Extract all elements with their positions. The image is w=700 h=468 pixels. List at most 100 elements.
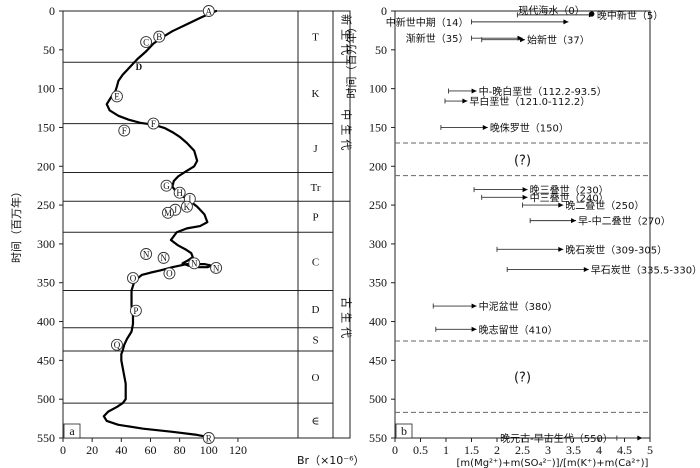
panel-b-chart: 0 50 100 150 200 250 300 350 400 450 500 550 0 0.5 1 1.… — [344, 4, 700, 468]
era-label: 新生代 — [340, 14, 354, 59]
sample-label: Q — [114, 340, 121, 350]
x-tick-label-a: 100 — [200, 443, 218, 457]
sample-label: N — [191, 259, 198, 269]
interval-label: 中-晚白垩世（112.2-93.5） — [479, 85, 607, 98]
sample-label: K — [184, 202, 191, 212]
sample-marker — [157, 251, 170, 264]
period-label: T — [312, 32, 319, 44]
interval-arrowhead — [558, 246, 564, 252]
panel-tag-box-a — [63, 423, 81, 439]
sample-marker — [110, 338, 123, 351]
interval-arrowhead — [563, 19, 569, 25]
period-label: Tr — [311, 182, 321, 194]
y-tick-label-b: 400 — [369, 315, 387, 329]
panel-tag-a: a — [69, 424, 75, 438]
period-label: C — [312, 256, 319, 268]
interval-arrowhead — [558, 202, 564, 208]
y-tick-label-a: 200 — [37, 159, 55, 173]
sample-marker — [163, 267, 176, 280]
sample-label: G — [163, 181, 170, 191]
plot-frame-a — [62, 10, 351, 439]
y-tick-label-b: 250 — [369, 198, 387, 212]
interval-label: 现代海水（0） — [518, 4, 584, 17]
interval-label: 早石炭世（335.5-330） — [591, 265, 700, 277]
interval-arrowhead — [522, 187, 528, 193]
interval-label: 渐新世（35） — [406, 32, 469, 45]
interval-arrowhead — [482, 124, 488, 130]
sample-label: B — [156, 32, 162, 42]
y-tick-label-a: 50 — [43, 43, 55, 57]
y-tick-label-b: 50 — [375, 43, 387, 57]
x-tick-label-a: 60 — [144, 443, 156, 457]
interval-arrowhead — [571, 218, 577, 224]
x-tick-label-a: 120 — [229, 443, 247, 457]
panel-tag-b: b — [401, 424, 407, 438]
interval-label: 晚中新世（5） — [597, 9, 663, 22]
interval-label: 晚元古-早古生代（550） — [500, 432, 613, 445]
x-tick-label-b: 5 — [647, 443, 653, 457]
era-label: 古生代 — [340, 297, 354, 342]
interval-arrowhead — [471, 88, 477, 94]
unknown-label: (?) — [514, 371, 531, 386]
x-tick-label-b: 2 — [494, 443, 500, 457]
sample-marker — [118, 124, 131, 137]
sample-label: P — [133, 306, 138, 316]
x-tick-label-a: 0 — [60, 443, 66, 457]
y-axis-title-b: 时间（百万年） — [344, 22, 358, 99]
interval-arrowhead — [471, 326, 477, 332]
sample-marker — [188, 257, 201, 270]
sample-label: N — [143, 249, 150, 259]
y-tick-label-a: 0 — [49, 4, 55, 18]
y-tick-label-b: 150 — [369, 120, 387, 134]
sample-marker — [173, 186, 186, 199]
y-tick-label-b: 300 — [369, 237, 387, 251]
y-tick-label-b: 550 — [369, 431, 387, 445]
sample-marker — [147, 117, 160, 130]
interval-label: 中三叠世（240） — [530, 191, 609, 204]
interval-label: 中泥盆世（380） — [479, 300, 558, 313]
y-tick-label-b: 100 — [369, 82, 387, 96]
sample-marker — [110, 90, 123, 103]
interval-label: 早-中二叠世（270） — [578, 215, 671, 228]
x-tick-label-a: 20 — [86, 443, 98, 457]
interval-arrowhead — [588, 12, 594, 18]
x-tick-label-b: 3.5 — [566, 443, 581, 457]
sample-marker — [162, 206, 174, 219]
x-tick-label-b: 3 — [545, 443, 551, 457]
sample-marker — [180, 200, 193, 213]
interval-arrowhead — [583, 267, 589, 273]
y-tick-label-b: 350 — [369, 276, 387, 290]
unknown-label: (?) — [514, 153, 531, 168]
interval-label: 始新世（37） — [527, 34, 590, 47]
sample-marker — [140, 36, 153, 49]
sample-label: M — [164, 208, 172, 218]
y-tick-label-b: 500 — [369, 392, 387, 406]
era-label: 中生代 — [340, 109, 354, 154]
x-axis-title-b: [m(Mg²⁺)+m(SO₄²⁻)]/[m(K⁺)+m(Ca²⁺)] — [457, 458, 649, 468]
x-tick-label-b: 1.5 — [464, 443, 479, 457]
period-label: O — [312, 372, 320, 384]
y-tick-label-a: 350 — [37, 276, 55, 290]
sample-marker — [202, 432, 215, 444]
interval-arrowhead — [471, 303, 477, 309]
y-tick-label-a: 250 — [37, 198, 55, 212]
sample-label: R — [206, 433, 212, 443]
x-tick-label-b: 4 — [596, 443, 602, 457]
interval-label: 晚石炭世（309-305） — [565, 244, 667, 256]
y-tick-label-b: 450 — [369, 353, 387, 367]
sample-label: H — [176, 188, 183, 198]
panel-a-chart: 0 50 100 150 200 250 300 350 400 450 500 550 0 20 40 60… — [9, 4, 365, 467]
interval-label: 晚志留世（410） — [479, 323, 558, 336]
y-tick-label-a: 550 — [37, 431, 55, 445]
sample-label: A — [206, 6, 213, 16]
x-tick-label-b: 2.5 — [515, 443, 530, 457]
x-tick-label-b: 0 — [392, 443, 398, 457]
y-axis-title-a: 时间（百万年） — [9, 186, 23, 263]
sample-label: F — [122, 126, 127, 136]
period-label: D — [312, 304, 320, 316]
x-tick-label-a: 40 — [115, 443, 127, 457]
sample-label: D — [136, 62, 143, 72]
sample-label: I — [188, 194, 191, 204]
y-tick-label-b: 200 — [369, 159, 387, 173]
period-label: J — [313, 143, 318, 155]
